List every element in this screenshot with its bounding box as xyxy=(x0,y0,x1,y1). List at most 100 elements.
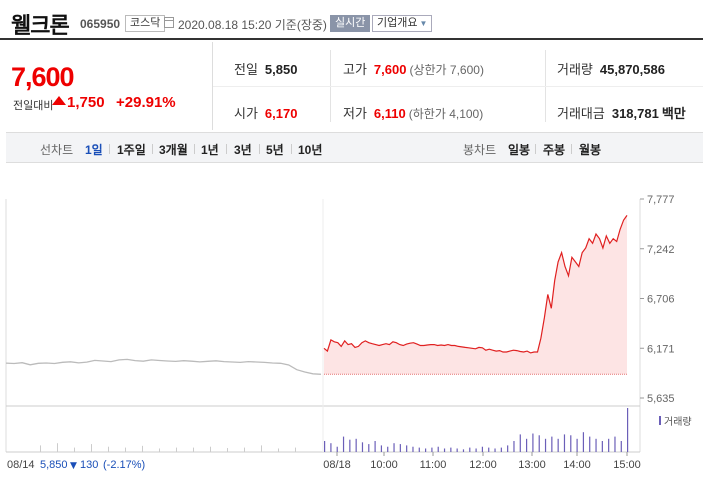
price-summary: 7,600 전일대비 1,750 +29.91% 전일 5,850 고가 7,600… xyxy=(0,42,703,130)
volume-bar-prev xyxy=(57,443,58,452)
volume-bar-today xyxy=(412,446,414,452)
volume-bar-today xyxy=(406,445,408,452)
divider xyxy=(152,144,153,154)
stock-code: 065950 xyxy=(80,17,121,31)
volume-bar-today xyxy=(544,438,547,452)
volume-bar-prev xyxy=(261,445,262,452)
prev-day-price-line xyxy=(5,358,322,375)
volume-bar-today xyxy=(475,448,477,452)
volume-bar-prev xyxy=(227,448,228,452)
volume: 거래량 45,870,586 xyxy=(557,59,665,78)
volume-bar-today xyxy=(418,447,420,452)
volume-bar-today xyxy=(582,432,585,452)
y-tick-label: 7,777 xyxy=(647,194,675,206)
volume-bar-prev xyxy=(193,447,194,452)
open-value: 6,170 xyxy=(264,106,298,121)
lower-limit: (하한가 4,100) xyxy=(408,107,484,121)
period-10y[interactable]: 10년 xyxy=(298,143,323,157)
candle-chart-label: 봉차트 xyxy=(463,143,497,157)
high-value: 7,600 xyxy=(373,62,407,77)
volume-bar-today xyxy=(608,438,610,452)
volume-bar-today xyxy=(538,435,540,452)
volume-bar-today xyxy=(437,446,439,452)
y-tick-label: 6,171 xyxy=(647,343,675,355)
divider xyxy=(291,144,292,154)
x-tick-label: 14:00 xyxy=(563,459,591,471)
volume-bar-today xyxy=(336,446,338,452)
volume-bar-today xyxy=(627,408,629,452)
prev-close-label: 전일 xyxy=(234,62,258,77)
volume-bar-today xyxy=(330,443,332,452)
period-1w[interactable]: 1주일 xyxy=(117,143,146,157)
volume-legend-swatch xyxy=(659,416,661,425)
current-price: 7,600 xyxy=(11,62,75,92)
chart-toolbar: 선차트 1일 1주일 3개월 1년 3년 5년 10년 봉차트 일봉 주봉 월봉 xyxy=(6,132,703,163)
prev-close: 전일 5,850 xyxy=(234,59,297,78)
divider xyxy=(213,86,703,87)
volume-bar-today xyxy=(469,447,471,452)
company-overview-button[interactable]: 기업개요 ▼ xyxy=(372,15,433,32)
low-label: 저가 xyxy=(343,106,367,121)
volume-bar-today xyxy=(393,443,395,452)
volume-bar-today xyxy=(500,447,502,452)
volume-bar-today xyxy=(589,436,591,452)
volume-bar-prev xyxy=(108,446,109,452)
candle-monthly[interactable]: 월봉 xyxy=(579,143,602,157)
divider xyxy=(535,144,536,154)
current-price-box: 7,600 전일대비 1,750 +29.91% xyxy=(0,42,213,130)
volume-bar-today xyxy=(563,434,566,452)
volume-bar-today xyxy=(488,447,490,452)
volume-bar-today xyxy=(551,436,553,452)
x-tick-label: 15:00 xyxy=(613,459,641,471)
volume-bar-today xyxy=(380,445,383,452)
candle-weekly[interactable]: 주봉 xyxy=(543,143,566,157)
high: 고가 7,600 (상한가 7,600) xyxy=(343,59,484,78)
volume-bar-today xyxy=(494,448,496,452)
volume-bar-prev xyxy=(244,447,245,452)
volume-label: 거래량 xyxy=(557,62,593,77)
volume-bar-prev xyxy=(278,448,279,452)
divider xyxy=(194,144,195,154)
volume-bar-today xyxy=(361,442,364,452)
volume-bar-today xyxy=(443,448,446,452)
line-chart-label: 선차트 xyxy=(40,143,74,157)
period-5y[interactable]: 5년 xyxy=(266,143,284,157)
company-overview-label: 기업개요 xyxy=(377,17,418,29)
trade-value: 거래대금 318,781 백만 xyxy=(557,103,686,122)
volume-bar-today xyxy=(481,446,484,452)
basis-text: 기준(장중) xyxy=(274,18,327,32)
volume-bar-today xyxy=(342,436,345,452)
datetime-value: 2020.08.18 15:20 xyxy=(178,18,272,32)
volume-bar-prev xyxy=(176,447,177,452)
volume-bar-today xyxy=(349,439,351,452)
y-tick-label: 6,706 xyxy=(647,294,675,306)
today-price-line xyxy=(323,215,628,354)
volume-bar-prev xyxy=(40,445,41,452)
volume-bar-today xyxy=(355,438,357,452)
change-percent: +29.91% xyxy=(116,94,176,111)
divider xyxy=(259,144,260,154)
volume-bar-today xyxy=(374,441,376,452)
trade-value-label: 거래대금 xyxy=(557,106,605,121)
trade-value-value: 318,781 xyxy=(611,106,659,121)
calendar-icon xyxy=(164,17,174,28)
low: 저가 6,110 (하한가 4,100) xyxy=(343,103,483,122)
divider xyxy=(571,144,572,154)
realtime-button[interactable]: 실시간 xyxy=(330,15,371,32)
period-1d[interactable]: 1일 xyxy=(85,143,103,157)
period-3m[interactable]: 3개월 xyxy=(159,143,188,157)
change-label: 전일대비 xyxy=(13,100,54,112)
period-1y[interactable]: 1년 xyxy=(201,143,219,157)
period-3y[interactable]: 3년 xyxy=(234,143,252,157)
market-badge: 코스닥 xyxy=(125,15,166,32)
x-tick-label: 10:00 xyxy=(370,459,398,471)
volume-bar-today xyxy=(462,449,465,452)
volume-bar-prev xyxy=(159,448,160,452)
volume-bar-today xyxy=(526,438,528,452)
candle-daily[interactable]: 일봉 xyxy=(508,143,531,157)
high-label: 고가 xyxy=(343,62,367,77)
up-arrow-icon xyxy=(52,96,66,105)
volume-bar-today xyxy=(576,438,578,452)
upper-limit: (상한가 7,600) xyxy=(409,63,484,77)
